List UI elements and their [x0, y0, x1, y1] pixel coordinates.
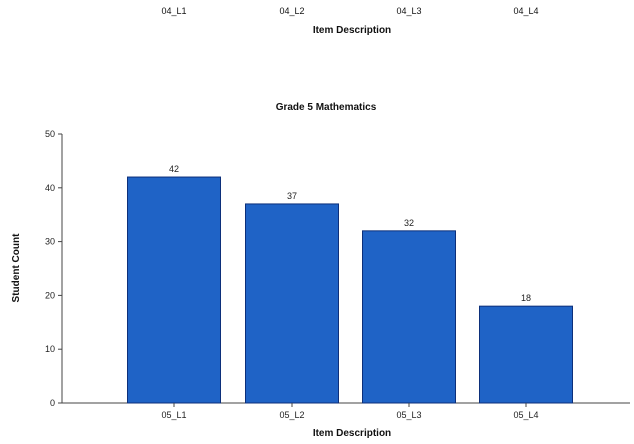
y-ticks: 0 10 20 30 40 50 — [45, 129, 62, 408]
data-label: 42 — [169, 164, 179, 174]
x-tick-label: 05_L4 — [513, 410, 538, 420]
x-tick-label: 05_L3 — [396, 410, 421, 420]
x-tick-label: 05_L1 — [161, 410, 186, 420]
bar — [245, 203, 339, 404]
y-tick-label: 20 — [45, 290, 55, 300]
y-tick-label: 50 — [45, 129, 55, 139]
y-tick-label: 0 — [50, 398, 55, 408]
prev-x-tick-label: 04_L4 — [513, 6, 539, 16]
y-tick-label: 30 — [45, 237, 55, 247]
x-tick-label: 05_L2 — [279, 410, 304, 420]
prev-x-axis-title: Item Description — [312, 25, 392, 36]
data-label: 37 — [287, 191, 297, 201]
data-label: 18 — [521, 293, 531, 303]
data-label: 32 — [404, 218, 414, 228]
bars: 42 37 32 18 — [127, 164, 573, 404]
prev-x-tick-label: 04_L2 — [279, 6, 305, 16]
bar — [362, 230, 456, 404]
prev-x-tick-label: 04_L3 — [396, 6, 422, 16]
chart-title: Grade 5 Mathematics — [275, 102, 377, 113]
y-axis-title: Student Count — [11, 233, 22, 303]
x-axis-title: Item Description — [313, 428, 391, 439]
bar — [479, 305, 573, 404]
x-ticks: 05_L1 05_L2 05_L3 05_L4 — [161, 403, 539, 420]
y-tick-label: 10 — [45, 344, 55, 354]
prev-x-tick-label: 04_L1 — [161, 6, 187, 16]
y-tick-label: 40 — [45, 183, 55, 193]
bar — [127, 176, 221, 404]
